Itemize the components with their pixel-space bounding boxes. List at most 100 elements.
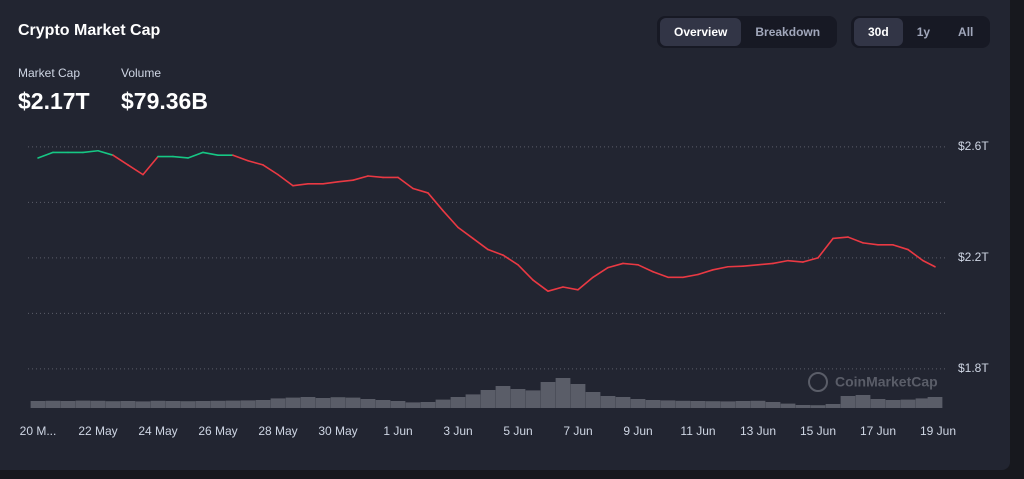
x-tick-label: 20 M... [20,424,57,438]
line-segment [37,151,54,159]
stat-label: Market Cap [18,66,81,80]
line-segment [922,259,936,268]
y-tick-label: $2.2T [958,250,989,264]
volume-bar [135,401,151,408]
watermark: CoinMarketCap [835,374,938,390]
volume-bar [210,400,226,408]
line-segment [322,181,339,185]
range-toggle: 30d 1y All [851,16,991,48]
volume-bar [510,389,526,408]
line-segment [427,192,444,212]
x-tick-label: 7 Jun [563,424,592,438]
volume-bar [165,401,181,408]
stat-value: $79.36B [121,88,208,114]
line-segment [622,262,639,266]
volume-bar [150,400,166,408]
volume-bar [405,402,421,408]
toggle-button[interactable]: Overview [660,18,742,46]
volume-bar [900,399,916,408]
watermark-logo [808,372,828,392]
volume-bar [195,401,211,408]
volume-bar [675,400,691,408]
line-segment [532,279,549,292]
toggle-button[interactable]: All [958,25,974,39]
line-segment [697,269,714,276]
volume-bar [270,398,286,408]
toggle-button[interactable]: 1y [916,25,931,39]
line-segment [547,286,564,292]
line-segment [637,264,654,273]
volume-bar [660,400,676,408]
volume-bar [435,399,451,408]
volume-bar [450,397,466,408]
volume-bar [795,405,811,408]
stat: Market Cap $2.17T [18,66,90,115]
line-segment [367,175,384,179]
line-segment [652,270,669,279]
toggle-button[interactable]: Breakdown [755,25,821,39]
line-segment [442,209,459,229]
volume-bar [465,394,481,408]
x-tick-label: 28 May [258,424,297,438]
volume-bar [885,400,901,408]
stat-label: Volume [121,66,162,80]
line-segment [292,182,309,187]
line-segment [82,149,99,154]
volume-bar [180,401,196,408]
view-toggle: Overview Breakdown [657,16,838,48]
line-segment [142,155,159,176]
line-segment [757,262,774,266]
line-segment [682,273,699,279]
chart-card: Crypto Market Cap Market Cap $2.17T Volu… [0,0,1010,470]
volume-bar [690,401,706,408]
stat-value: $2.17T [18,88,90,114]
line-segment [262,164,279,176]
volume-bar [570,384,586,408]
volume-bar [855,395,871,408]
line-segment [712,265,729,271]
x-tick-label: 30 May [318,424,357,438]
line-segment [277,173,294,187]
line-segment [487,248,504,256]
line-segment [127,164,144,176]
line-segment [847,236,864,244]
line-segment [577,276,594,291]
x-tick-label: 13 Jun [740,424,776,438]
volume-bar [360,399,376,408]
x-tick-label: 9 Jun [623,424,652,438]
volume-bar [315,398,331,408]
line-segment [232,154,249,162]
line-segment [457,226,474,240]
line-segment [817,237,834,259]
volume-bar [735,401,751,408]
volume-bar [375,400,391,408]
chart-title: Crypto Market Cap [18,22,161,39]
line-segment [562,286,579,291]
volume-bar [870,399,886,408]
line-segment [862,242,879,246]
x-tick-label: 11 Jun [680,424,715,438]
volume-bar [840,396,856,408]
volume-bar [285,397,301,408]
y-tick-label: $1.8T [958,361,989,375]
volume-bar [825,404,841,408]
line-segment [247,159,264,166]
volume-bar [75,400,91,408]
volume-bar [90,400,106,408]
x-tick-label: 3 Jun [443,424,472,438]
x-tick-label: 22 May [78,424,117,438]
volume-bar [915,398,931,408]
volume-bar [555,378,571,408]
toggle-button[interactable]: 30d [854,18,903,46]
line-segment [502,254,519,266]
volume-bar [780,403,796,408]
volume-bar [630,399,646,408]
line-segment [727,265,744,268]
line-segment [772,259,789,265]
volume-bar [495,386,511,408]
volume-bar [480,390,496,408]
volume-bar [60,401,76,408]
line-segment [787,259,804,263]
volume-bar [585,392,601,408]
volume-bar [720,401,736,408]
